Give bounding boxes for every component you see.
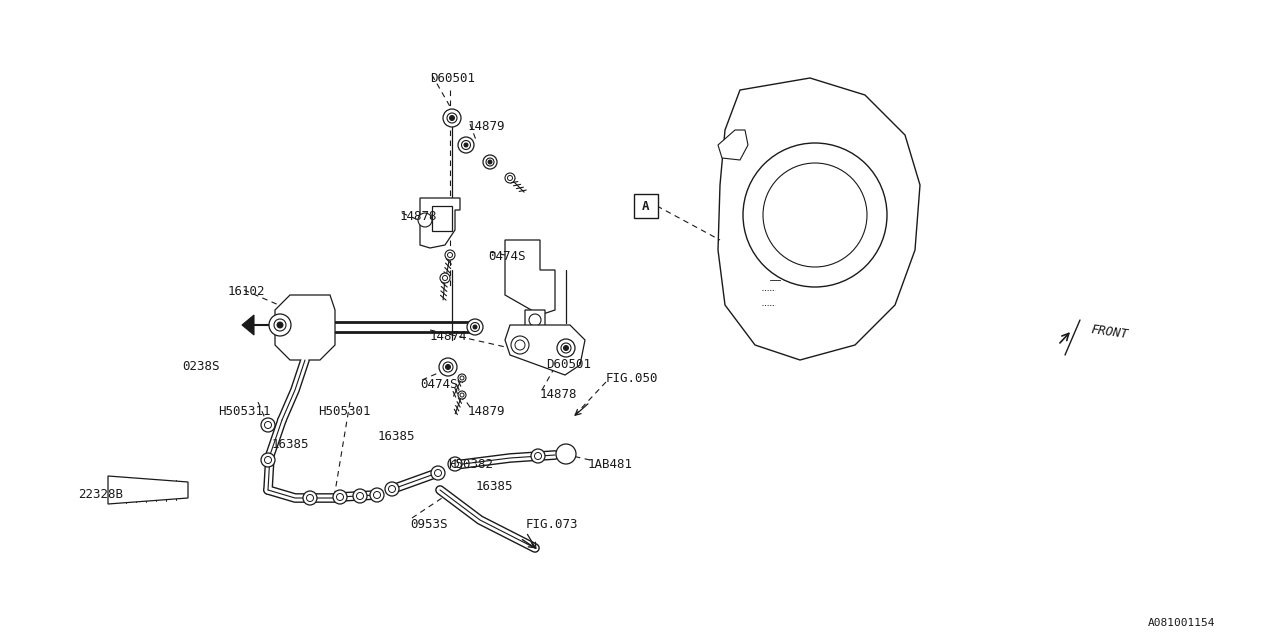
Circle shape bbox=[261, 418, 275, 432]
Circle shape bbox=[276, 322, 283, 328]
Circle shape bbox=[458, 374, 466, 382]
FancyBboxPatch shape bbox=[634, 194, 658, 218]
Text: 1AB481: 1AB481 bbox=[588, 458, 634, 471]
Text: 16385: 16385 bbox=[476, 480, 513, 493]
Circle shape bbox=[488, 160, 492, 164]
Circle shape bbox=[445, 365, 451, 369]
Text: 0474S: 0474S bbox=[488, 250, 526, 263]
Circle shape bbox=[458, 391, 466, 399]
Circle shape bbox=[440, 273, 451, 283]
Text: 14879: 14879 bbox=[468, 120, 506, 133]
Circle shape bbox=[563, 346, 568, 351]
Circle shape bbox=[445, 250, 454, 260]
Text: 16102: 16102 bbox=[228, 285, 265, 298]
Text: A: A bbox=[643, 200, 650, 212]
Text: H505301: H505301 bbox=[317, 405, 370, 418]
Polygon shape bbox=[420, 198, 460, 248]
Circle shape bbox=[448, 457, 462, 471]
Text: 22328B: 22328B bbox=[78, 488, 123, 501]
Text: FRONT: FRONT bbox=[1091, 323, 1129, 341]
Text: 14878: 14878 bbox=[401, 210, 438, 223]
Circle shape bbox=[465, 143, 468, 147]
Text: FIG.050: FIG.050 bbox=[605, 372, 658, 385]
Circle shape bbox=[370, 488, 384, 502]
Polygon shape bbox=[242, 315, 253, 335]
Circle shape bbox=[449, 115, 454, 120]
Circle shape bbox=[506, 173, 515, 183]
Circle shape bbox=[458, 137, 474, 153]
Circle shape bbox=[439, 358, 457, 376]
Polygon shape bbox=[718, 78, 920, 360]
Polygon shape bbox=[275, 295, 335, 360]
Text: 14879: 14879 bbox=[468, 405, 506, 418]
Circle shape bbox=[556, 444, 576, 464]
Circle shape bbox=[531, 449, 545, 463]
Circle shape bbox=[742, 143, 887, 287]
Text: H50382: H50382 bbox=[448, 458, 493, 471]
Polygon shape bbox=[108, 476, 188, 504]
Circle shape bbox=[467, 319, 483, 335]
Circle shape bbox=[431, 466, 445, 480]
Text: D60501: D60501 bbox=[547, 358, 591, 371]
Circle shape bbox=[303, 491, 317, 505]
Circle shape bbox=[557, 339, 575, 357]
Text: 0474S: 0474S bbox=[420, 378, 457, 391]
Circle shape bbox=[419, 213, 433, 227]
Text: 14874: 14874 bbox=[430, 330, 467, 343]
Circle shape bbox=[353, 489, 367, 503]
Text: H505311: H505311 bbox=[218, 405, 270, 418]
Circle shape bbox=[261, 453, 275, 467]
Polygon shape bbox=[718, 130, 748, 160]
Circle shape bbox=[269, 314, 291, 336]
Circle shape bbox=[333, 490, 347, 504]
Polygon shape bbox=[506, 325, 585, 375]
Polygon shape bbox=[525, 310, 545, 335]
Text: 0238S: 0238S bbox=[182, 360, 219, 373]
Text: 16385: 16385 bbox=[378, 430, 416, 443]
FancyBboxPatch shape bbox=[433, 206, 452, 231]
Text: D60501: D60501 bbox=[430, 72, 475, 85]
Text: FIG.073: FIG.073 bbox=[526, 518, 579, 531]
Circle shape bbox=[385, 482, 399, 496]
Text: 16385: 16385 bbox=[273, 438, 310, 451]
Text: A081001154: A081001154 bbox=[1148, 618, 1216, 628]
Text: 0953S: 0953S bbox=[410, 518, 448, 531]
Polygon shape bbox=[506, 240, 556, 315]
Text: 14878: 14878 bbox=[540, 388, 577, 401]
Circle shape bbox=[483, 155, 497, 169]
Circle shape bbox=[474, 325, 477, 329]
Circle shape bbox=[443, 109, 461, 127]
